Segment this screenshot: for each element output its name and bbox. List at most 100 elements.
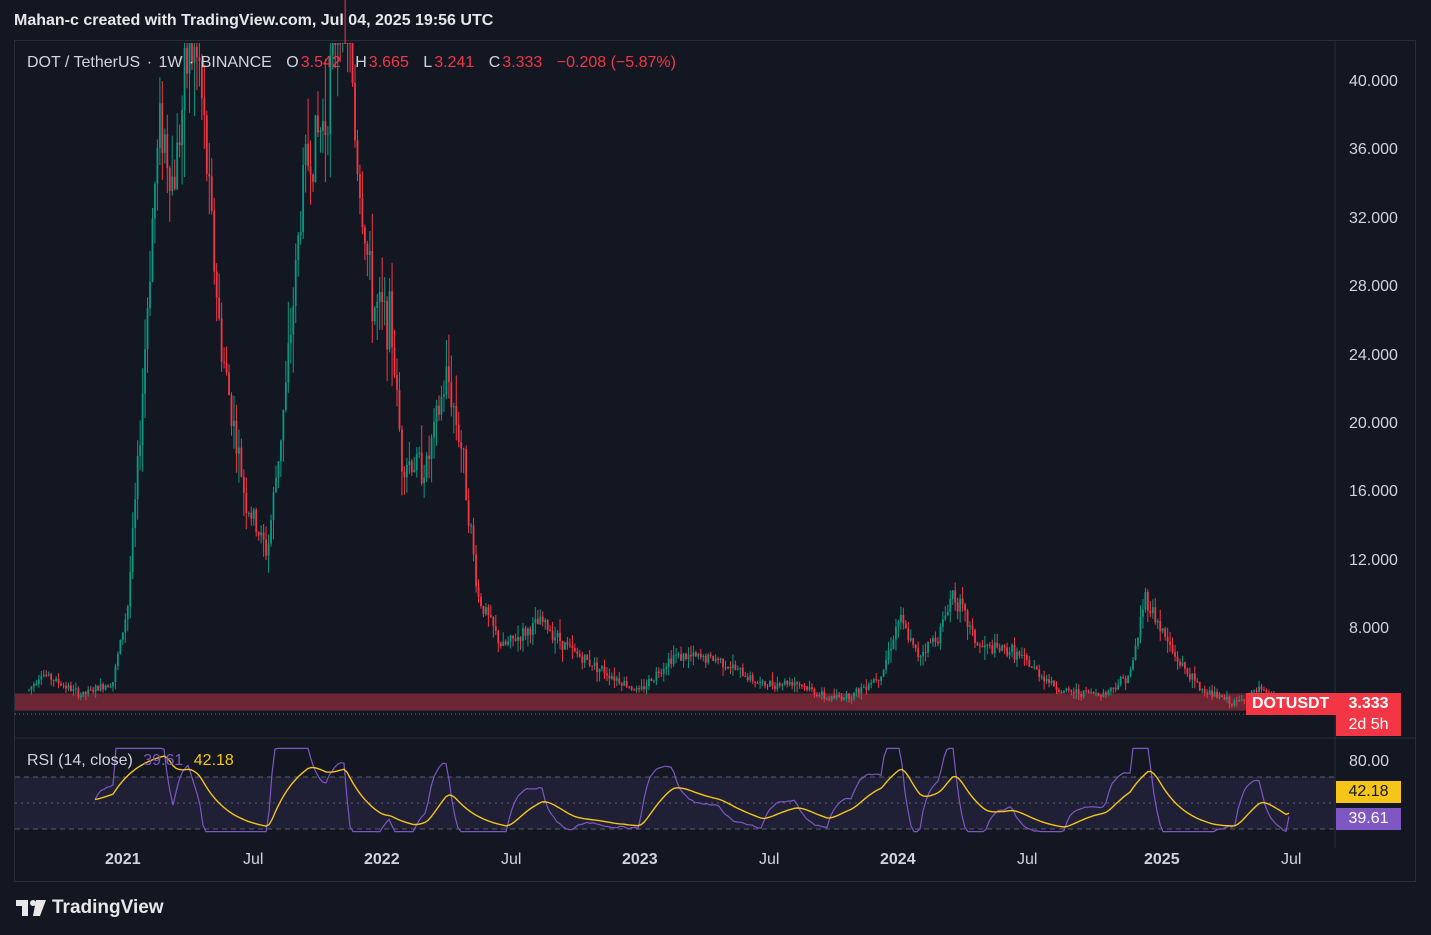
candle-body <box>697 653 700 657</box>
symbol-name[interactable]: DOT / TetherUS <box>27 54 141 71</box>
candle-body <box>47 673 50 676</box>
candle-body <box>492 616 495 627</box>
candle-body <box>1072 691 1075 694</box>
candle-body <box>198 57 201 61</box>
candle-body <box>418 452 421 454</box>
candle-body <box>497 630 500 643</box>
candle-body <box>796 682 799 685</box>
candle-body <box>482 605 485 615</box>
change-value: −0.208 (−5.87%) <box>556 54 676 71</box>
candle-body <box>504 641 507 645</box>
rsi-value-badge: 39.61 <box>1336 808 1401 830</box>
candle-body <box>1223 696 1226 700</box>
candle-body <box>1124 678 1127 684</box>
candle-body <box>443 394 445 397</box>
candle-body <box>951 590 954 600</box>
candle-body <box>1156 620 1159 623</box>
candle-body <box>959 598 962 612</box>
candle-body <box>751 675 754 682</box>
price-tick-label: 24.000 <box>1349 346 1398 364</box>
candle-body <box>1060 692 1063 694</box>
rsi-pane <box>15 41 1415 848</box>
candle-body <box>1171 644 1174 653</box>
candle-body <box>603 666 606 674</box>
candle-body <box>1087 690 1090 693</box>
candle-body <box>438 405 440 415</box>
candle-body <box>544 620 547 622</box>
rsi-label[interactable]: RSI (14, close) <box>27 752 133 769</box>
candle-body <box>855 688 858 693</box>
candle-body <box>976 643 979 646</box>
candle-body <box>633 689 636 691</box>
candle-body <box>349 43 351 44</box>
candle-body <box>235 420 238 454</box>
candle-body <box>178 142 181 146</box>
candle-body <box>161 103 164 153</box>
candle-body <box>838 695 841 697</box>
candle-body <box>877 679 880 681</box>
candle-body <box>1263 689 1265 691</box>
candle-body <box>776 683 779 690</box>
candle-body <box>571 645 574 649</box>
candle-body <box>875 679 878 681</box>
candle-body <box>707 654 710 663</box>
candle-body <box>304 143 307 166</box>
rsi-legend[interactable]: RSI (14, close) 39.61 42.18 <box>27 752 234 770</box>
candle-body <box>904 623 907 629</box>
candle-body <box>613 676 616 681</box>
candle-body <box>1025 655 1028 661</box>
candle-body <box>823 691 826 699</box>
candle-body <box>534 618 537 624</box>
high-value: 3.665 <box>368 54 409 71</box>
candle-body <box>102 684 104 690</box>
candle-body <box>944 615 947 620</box>
candle-body <box>717 658 720 660</box>
candle-body <box>1260 686 1263 690</box>
candle-body <box>566 642 569 645</box>
candle-body <box>546 620 549 631</box>
candle-body <box>368 251 371 256</box>
symbol-info-bar[interactable]: DOT / TetherUS · 1W · BINANCE O 3.542 H 3.… <box>27 54 678 72</box>
candle-body <box>1208 690 1211 695</box>
candle-body <box>1176 656 1179 662</box>
tradingview-logo[interactable]: TradingView <box>16 897 164 919</box>
low-label: L <box>423 54 433 71</box>
candle-body <box>949 599 952 612</box>
candle-body <box>176 142 179 190</box>
candle-body <box>853 692 855 699</box>
candle-body <box>1174 652 1176 657</box>
candle-body <box>65 685 67 689</box>
candle-body <box>401 429 403 472</box>
candle-body <box>275 477 277 493</box>
candle-body <box>1179 661 1181 666</box>
symbol-interval[interactable]: 1W <box>158 54 183 71</box>
candle-body <box>1013 644 1016 660</box>
candle-body <box>561 641 564 650</box>
candle-body <box>741 667 744 677</box>
tradingview-logo-icon <box>16 900 46 916</box>
candle-body <box>462 448 465 450</box>
candle-body <box>485 607 487 615</box>
candle-body <box>381 292 384 303</box>
candle-body <box>208 173 211 177</box>
candle-body <box>359 173 361 199</box>
candle-body <box>882 669 885 677</box>
candle-body <box>240 447 243 477</box>
candle-body <box>756 682 759 684</box>
candle-body <box>596 662 598 673</box>
candle-body <box>331 43 334 56</box>
candle-body <box>1109 687 1112 692</box>
candle-body <box>732 664 734 669</box>
candle-body <box>218 297 221 319</box>
candle-body <box>391 291 393 348</box>
candle-body <box>376 301 379 308</box>
time-tick-label: 2024 <box>880 851 916 868</box>
candle-body <box>67 685 70 689</box>
candle-body <box>564 642 566 650</box>
open-label: O <box>286 54 299 71</box>
candle-body <box>134 499 137 528</box>
candle-body <box>722 658 724 668</box>
candle-body <box>932 637 934 643</box>
separator-dot-2: · <box>188 54 195 71</box>
